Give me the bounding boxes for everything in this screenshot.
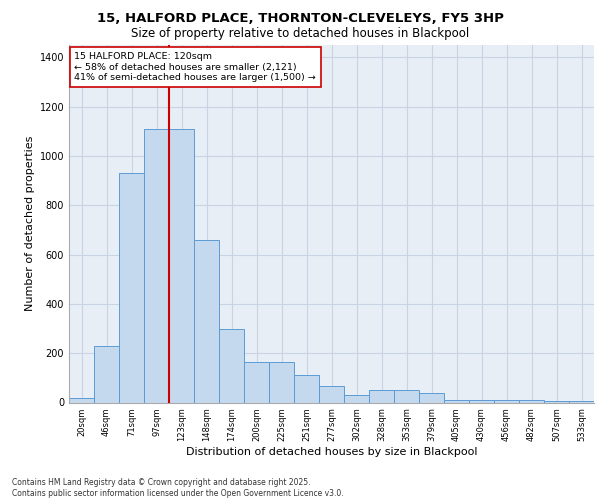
Bar (219, 328, 244, 402)
Bar (469, 400, 494, 402)
Bar (119, 173, 144, 402)
Bar (394, 390, 419, 402)
Bar (169, 129, 194, 402)
Bar (94, 346, 119, 403)
Text: Size of property relative to detached houses in Blackpool: Size of property relative to detached ho… (131, 28, 469, 40)
Bar (494, 400, 519, 402)
Bar (244, 362, 269, 403)
Bar (444, 400, 469, 402)
Bar (269, 362, 294, 403)
Bar (344, 395, 369, 402)
Text: Contains HM Land Registry data © Crown copyright and database right 2025.
Contai: Contains HM Land Registry data © Crown c… (12, 478, 344, 498)
Bar (419, 392, 444, 402)
Y-axis label: Number of detached properties: Number of detached properties (25, 136, 35, 312)
Bar (319, 386, 344, 402)
Bar (519, 400, 544, 402)
Bar (144, 129, 169, 402)
Bar (294, 376, 319, 402)
Bar (69, 398, 94, 402)
X-axis label: Distribution of detached houses by size in Blackpool: Distribution of detached houses by size … (186, 447, 477, 457)
Bar (369, 390, 394, 402)
Bar (194, 240, 219, 402)
Text: 15 HALFORD PLACE: 120sqm
← 58% of detached houses are smaller (2,121)
41% of sem: 15 HALFORD PLACE: 120sqm ← 58% of detach… (74, 52, 316, 82)
Text: 15, HALFORD PLACE, THORNTON-CLEVELEYS, FY5 3HP: 15, HALFORD PLACE, THORNTON-CLEVELEYS, F… (97, 12, 503, 26)
